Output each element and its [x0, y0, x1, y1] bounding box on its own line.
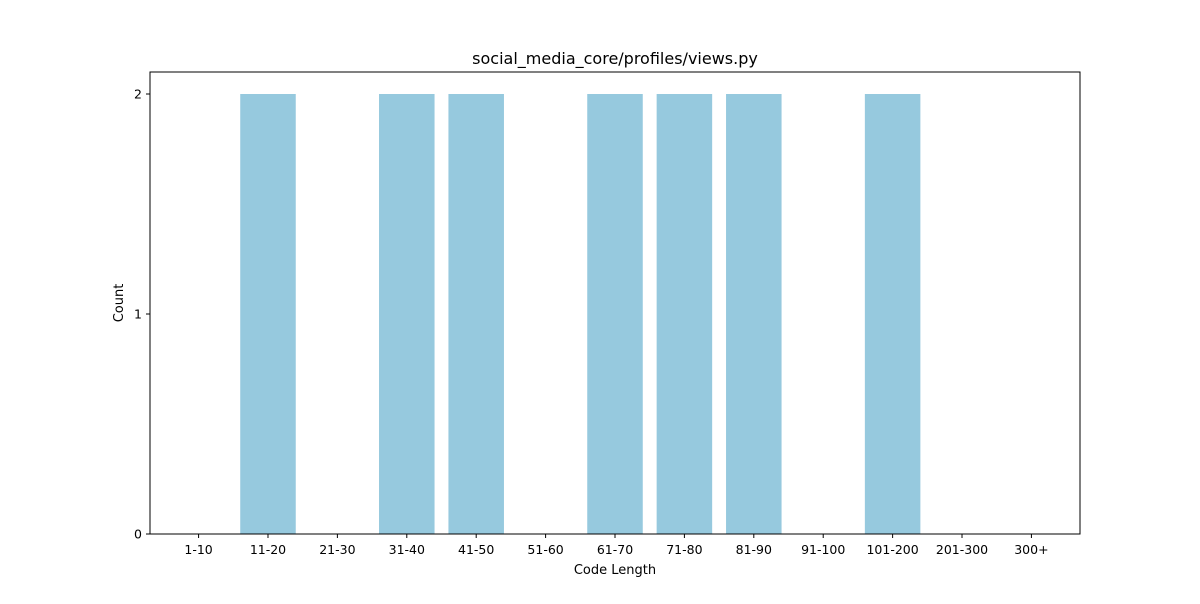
bar-71-80 — [656, 94, 713, 534]
x-tick-label: 81-90 — [736, 542, 772, 557]
x-tick-label: 101-200 — [866, 542, 918, 557]
x-tick-label: 21-30 — [319, 542, 355, 557]
x-tick-label: 61-70 — [597, 542, 633, 557]
x-tick-label: 201-300 — [936, 542, 988, 557]
x-tick-label: 11-20 — [250, 542, 286, 557]
x-tick-label: 91-100 — [801, 542, 845, 557]
x-tick-label: 31-40 — [389, 542, 425, 557]
y-axis: 0 1 2 — [134, 87, 150, 542]
bar-11-20 — [240, 94, 296, 534]
y-axis-label: Count — [112, 284, 127, 323]
x-tick-label: 71-80 — [666, 542, 702, 557]
bar-101-200 — [864, 94, 921, 534]
chart-title: social_media_core/profiles/views.py — [472, 49, 758, 69]
bar-81-90 — [726, 94, 782, 534]
bars-group — [240, 94, 921, 534]
bar-31-40 — [379, 94, 435, 534]
x-tick-label: 41-50 — [458, 542, 494, 557]
y-tick-label: 0 — [134, 527, 142, 542]
y-tick-label: 1 — [134, 307, 142, 322]
x-tick-label: 1-10 — [184, 542, 212, 557]
bar-41-50 — [448, 94, 504, 534]
bar-61-70 — [587, 94, 643, 534]
x-axis: 1-10 11-20 21-30 31-40 41-50 51-60 61-70 71-80 8… — [184, 534, 1049, 557]
x-tick-label: 51-60 — [527, 542, 563, 557]
x-tick-label: 300+ — [1014, 542, 1048, 557]
y-tick-label: 2 — [134, 87, 142, 102]
x-axis-label: Code Length — [574, 563, 656, 578]
